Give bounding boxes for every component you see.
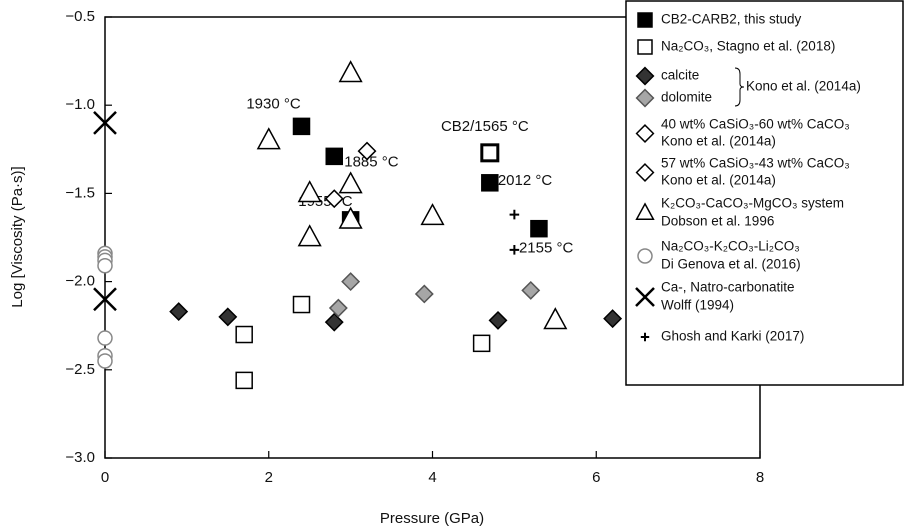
marker-circle [97,353,113,369]
marker-square [481,174,499,192]
y-tick-label: −2.5 [65,361,95,378]
marker-square [325,147,343,166]
legend-label: calcite [661,68,699,83]
legend-marker [635,202,655,221]
legend-group-label: Kono et al. (2014a) [746,79,861,94]
legend-label: 40 wt% CaSiO₃-60 wt% CaCO₃ [661,117,850,132]
marker-circle [97,257,113,274]
marker-diamond [357,141,377,161]
x-tick-label: 8 [756,469,764,486]
marker-triangle [338,206,363,229]
y-tick-label: −1.0 [65,96,95,113]
x-tick-label: 0 [101,469,109,486]
x-tick-label: 6 [592,469,600,486]
legend-marker [635,124,655,143]
y-tick-label: −1.5 [65,184,95,201]
marker-diamond [341,272,361,292]
point-label: 2155 °C [519,240,574,257]
marker-triangle [297,224,322,247]
marker-x [93,287,117,312]
x-axis-label: Pressure (GPa) [380,510,484,527]
marker-plus [509,245,520,255]
legend-marker [635,88,655,108]
legend-marker [635,163,655,182]
legend-marker [637,39,653,55]
legend-label: Ghosh and Karki (2017) [661,329,804,344]
marker-diamond [218,307,238,327]
legend-label: 57 wt% CaSiO₃-43 wt% CaCO₃ [661,156,850,171]
x-tick-label: 2 [265,469,273,486]
marker-circle [97,330,113,346]
marker-triangle [338,171,363,194]
marker-square [480,143,500,163]
y-axis-label: Log [Viscosity (Pa·s)] [9,166,26,307]
marker-triangle [420,203,445,226]
marker-diamond [521,280,541,300]
legend-marker [635,66,655,86]
legend-label: K₂CO₃-CaCO₃-MgCO₃ system [661,196,844,211]
marker-diamond [324,189,344,209]
marker-diamond [169,302,189,322]
x-tick-label: 4 [428,469,436,486]
marker-square [472,334,491,353]
point-label: CB2/1565 °C [441,118,529,135]
marker-triangle [256,127,281,150]
legend-label: Kono et al. (2014a) [661,173,776,188]
y-tick-label: −2.0 [65,273,95,290]
marker-diamond [488,310,508,330]
point-label: 1930 °C [246,95,301,112]
marker-triangle [297,180,322,203]
legend-label: Dobson et al. 1996 [661,214,774,229]
legend-label: CB2-CARB2, this study [661,12,802,27]
y-tick-label: −0.5 [65,8,95,25]
legend-marker [640,332,650,342]
marker-x [93,110,117,135]
legend-label: Kono et al. (2014a) [661,134,776,149]
legend-label: Na₂CO₃-K₂CO₃-Li₂CO₃ [661,239,800,254]
legend-brace [734,67,745,107]
legend-label: Wolff (1994) [661,298,734,313]
legend-label: Di Genova et al. (2016) [661,257,801,272]
marker-square [292,117,311,136]
legend-label: dolomite [661,90,712,105]
point-label: 2012 °C [498,172,553,189]
marker-diamond [603,309,623,329]
marker-diamond [324,312,344,332]
marker-diamond [328,298,348,318]
y-tick-label: −3.0 [65,449,95,466]
legend-marker [637,12,653,28]
marker-square [235,325,253,344]
marker-square [530,219,548,238]
marker-triangle [543,307,568,330]
legend: CB2-CARB2, this study Na₂CO₃, Stagno et a… [625,0,904,386]
marker-triangle [338,60,363,83]
legend-label: Ca-, Natro-carbonatite [661,280,795,295]
point-label: 1885 °C [344,153,399,170]
legend-marker [637,248,653,264]
marker-square [235,371,253,390]
plot-area: 0 2 4 6 8 −3.0 −2.5 −2.0 −1.5 −1.0 −0.5 1930 °C 1885… [65,8,764,486]
marker-square [292,295,311,314]
marker-plus [509,209,520,220]
legend-box [625,0,904,386]
legend-marker [635,287,655,307]
legend-label: Na₂CO₃, Stagno et al. (2018) [661,39,835,54]
marker-diamond [414,284,434,304]
